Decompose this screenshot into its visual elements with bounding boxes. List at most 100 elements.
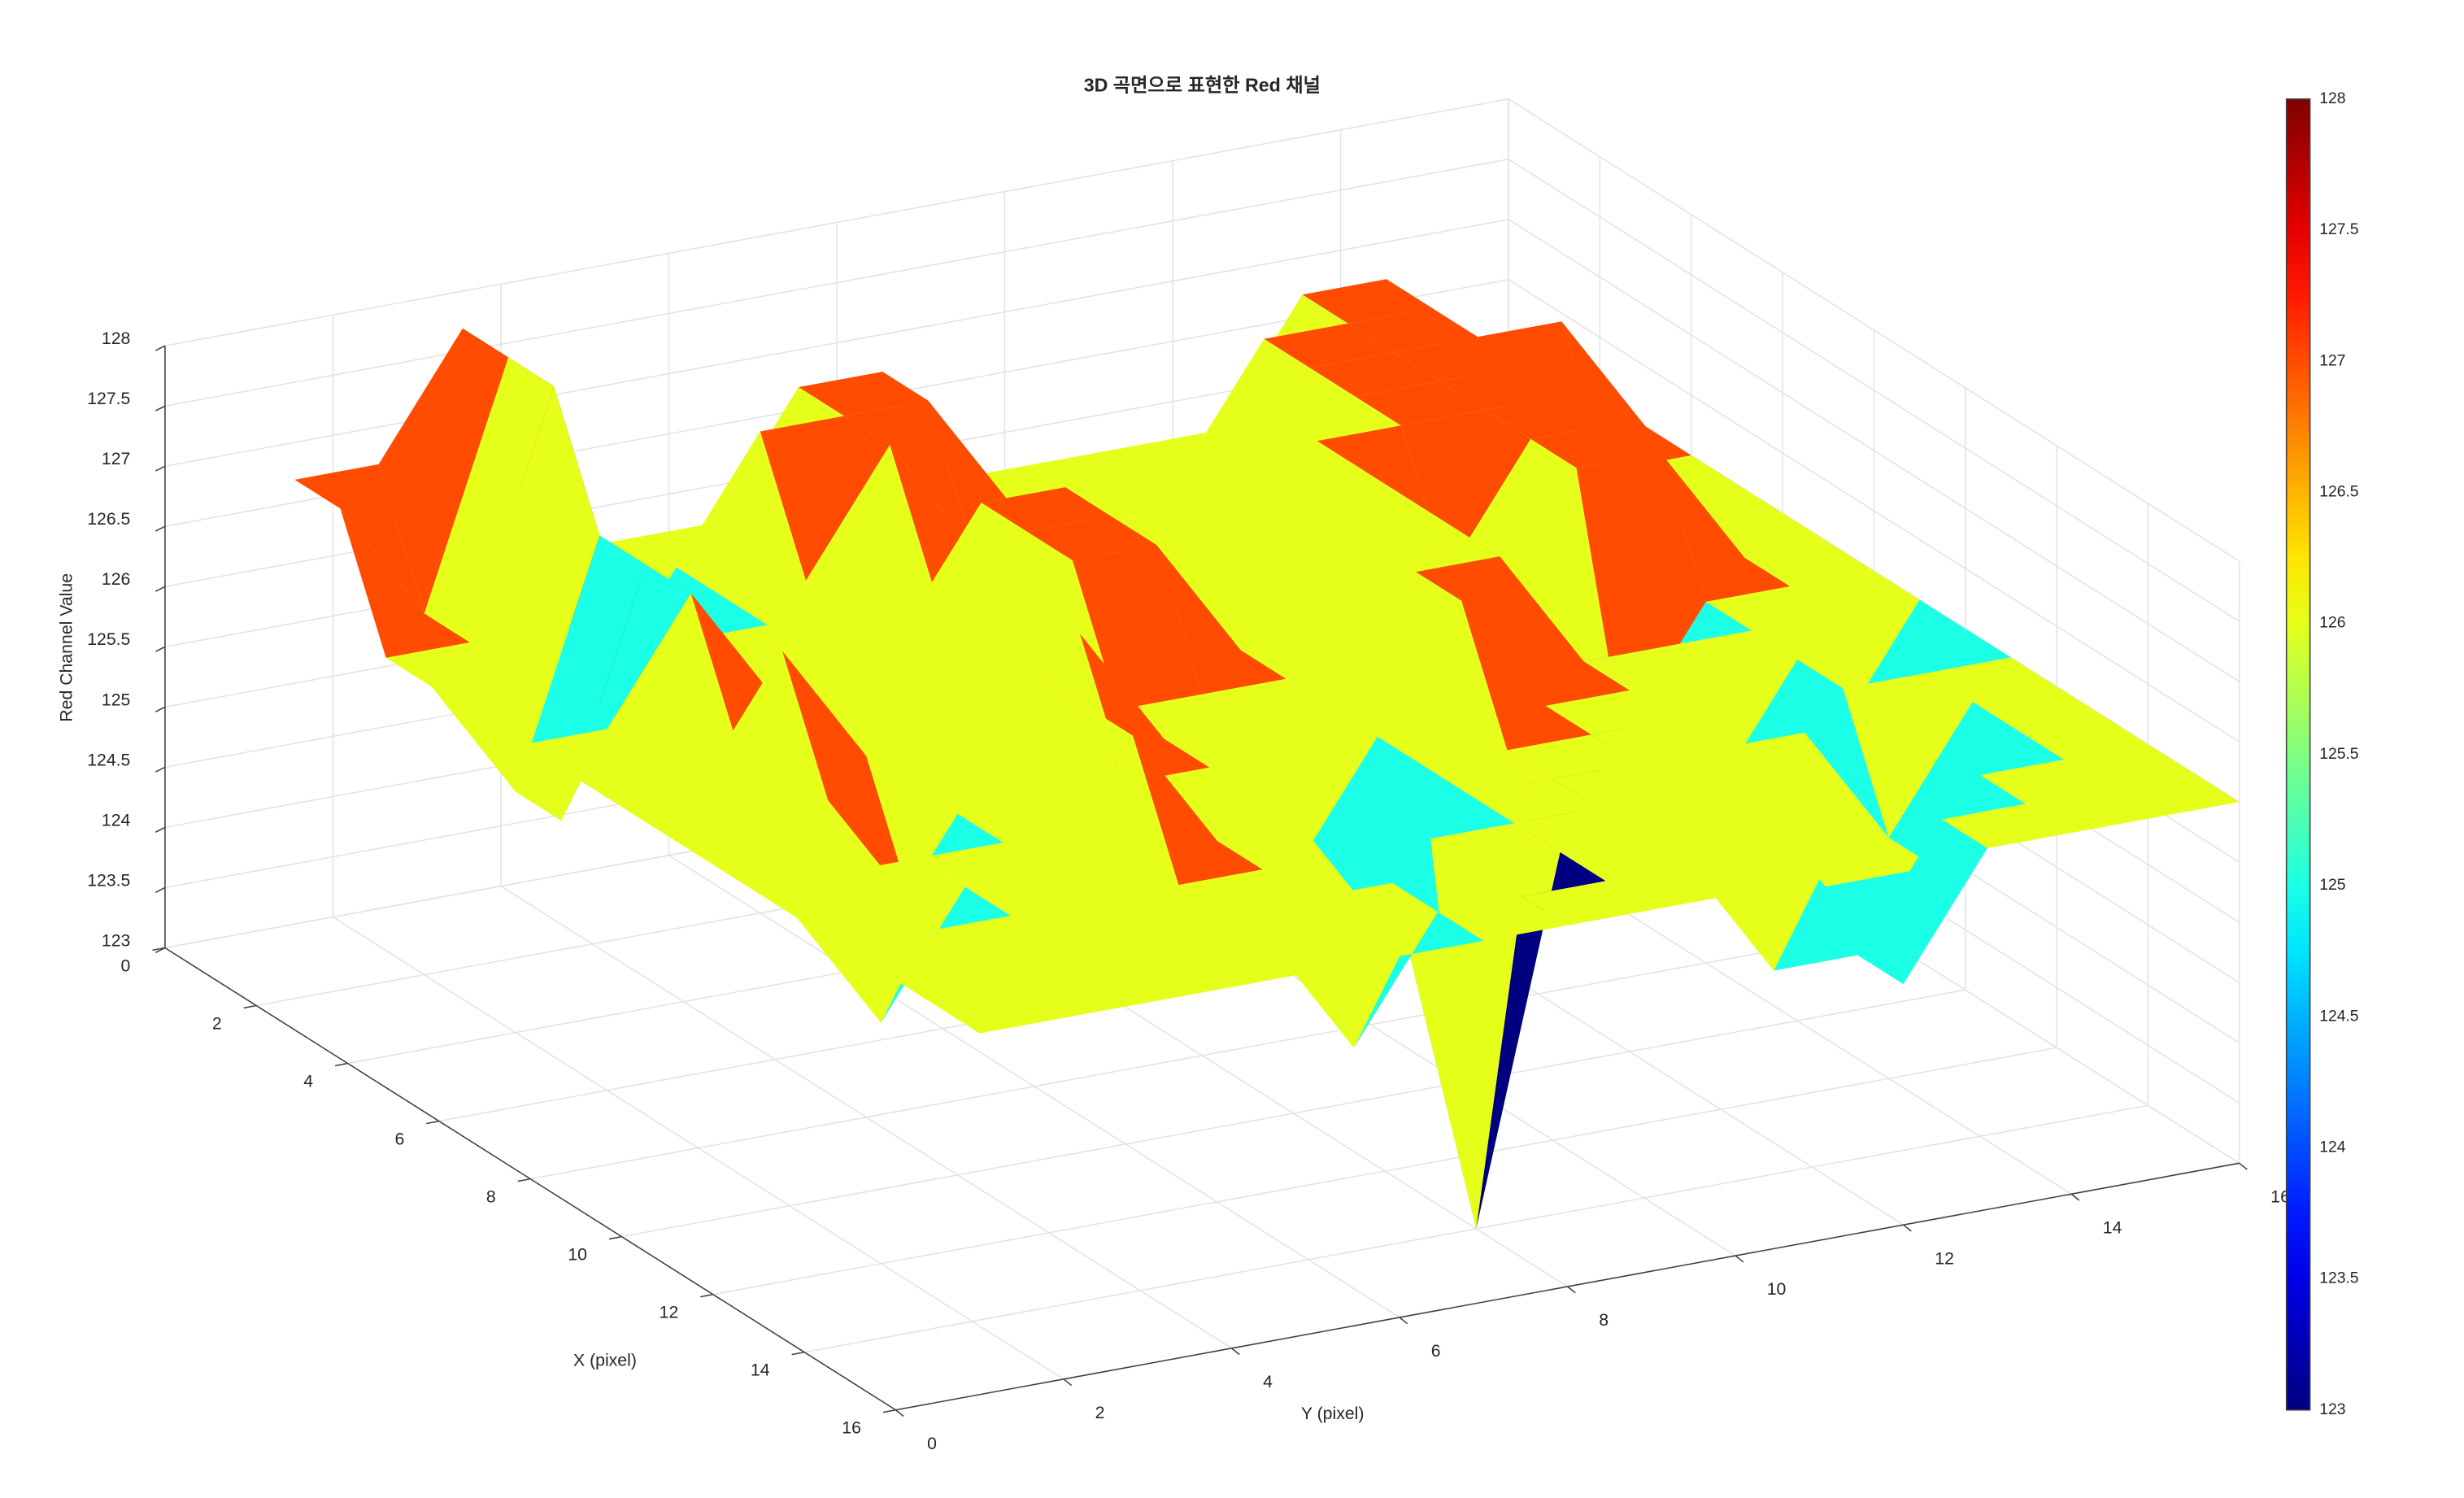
surface-face	[1384, 794, 1515, 930]
surface-face	[1705, 586, 1836, 736]
tick-mark	[155, 706, 166, 712]
surface-face	[1331, 572, 1462, 737]
grid-line	[500, 885, 1232, 1349]
surface-face	[1423, 750, 1553, 795]
z-tick-label: 127.5	[87, 389, 130, 408]
surface-face	[1271, 396, 1401, 533]
surface-face	[1605, 865, 1736, 910]
tick-mark	[155, 465, 166, 472]
surface-face	[805, 445, 936, 610]
colorbar	[2285, 98, 2311, 1411]
z-tick-label: 126.5	[87, 509, 130, 529]
surface-face	[1247, 708, 1378, 873]
z-tick-label: 127	[102, 449, 130, 468]
surface-face	[1140, 913, 1270, 959]
surface-face	[1286, 572, 1416, 708]
labels: 123123.5124124.5125125.5126126.5127127.5…	[87, 90, 2358, 1453]
y-axis-label: Y (pixel)	[1301, 1404, 1365, 1423]
surface-face	[1461, 600, 1591, 751]
surface-face	[1850, 775, 1980, 912]
tick-mark	[155, 646, 166, 652]
surface-face	[2025, 788, 2156, 834]
surface-face	[294, 464, 424, 614]
y-tick-label: 6	[1431, 1341, 1441, 1361]
surface-face	[1133, 735, 1263, 886]
surface-face	[1552, 763, 1683, 808]
surface-face	[798, 372, 929, 416]
tick-mark	[2239, 1162, 2248, 1170]
surface-face	[1240, 634, 1370, 679]
y-tick-label: 12	[1935, 1248, 1954, 1268]
colorbar-tick-label: 124	[2319, 1139, 2345, 1156]
surface-face	[1377, 600, 1508, 766]
tick-mark	[243, 1004, 257, 1009]
x-axis-label: X (pixel)	[573, 1350, 637, 1370]
surface-face	[1560, 836, 1690, 882]
colorbar-tick-label: 126.5	[2319, 483, 2358, 500]
x-tick-label: 8	[486, 1187, 496, 1206]
x-tick-label: 0	[121, 956, 131, 975]
surface-face	[1218, 294, 1348, 431]
surface-face	[638, 596, 768, 733]
surface-face	[2109, 773, 2240, 818]
surface-face	[859, 667, 989, 712]
surface-face	[698, 651, 829, 816]
surface-face	[1478, 321, 1608, 471]
surface-face	[721, 581, 852, 625]
surface-face	[972, 944, 1103, 990]
surface-face	[1591, 719, 1721, 764]
z-tick-label: 125.5	[87, 629, 130, 649]
colorbar-tick-label: 125	[2319, 877, 2345, 894]
z-tick-label: 125	[102, 690, 130, 709]
surface-face	[676, 431, 806, 597]
surface-face	[705, 844, 836, 890]
tick-mark	[1063, 1378, 1073, 1387]
surface-face	[1278, 469, 1408, 635]
surface-face	[1514, 808, 1644, 852]
surface-face	[1720, 732, 1851, 898]
surface-face	[652, 651, 782, 787]
surface-face	[767, 609, 898, 655]
surface-face	[1576, 452, 1706, 738]
surface	[294, 279, 2240, 1230]
z-tick-label: 124	[102, 810, 131, 830]
colorbar-tick-label: 123	[2319, 1401, 2345, 1418]
surface-face	[378, 328, 509, 614]
surface-face	[1744, 542, 1874, 586]
x-tick-label: 14	[751, 1361, 770, 1380]
tick-mark	[608, 1235, 622, 1240]
surface-face	[1583, 646, 1713, 795]
tick-mark	[700, 1293, 713, 1298]
surface-face	[1178, 869, 1308, 914]
surface-face	[2018, 715, 2148, 760]
surface-face	[866, 740, 996, 906]
surface-face	[1050, 446, 1181, 490]
y-tick-label: 8	[1599, 1310, 1609, 1330]
surface-face	[1439, 365, 1569, 411]
colorbar-tick-label: 127	[2319, 352, 2345, 369]
surface-face	[943, 531, 1073, 697]
surface-face	[1622, 601, 1752, 738]
x-tick-label: 16	[842, 1418, 861, 1438]
tick-mark	[2070, 1193, 2080, 1201]
surface-face	[1302, 279, 1432, 324]
colorbar-tick-label: 127.5	[2319, 221, 2358, 238]
surface-face	[1393, 337, 1524, 381]
surface-face	[1355, 381, 1486, 426]
surface-face	[1353, 912, 1484, 1048]
surface-face	[1017, 973, 1148, 1018]
surface-face	[1521, 881, 1652, 925]
x-tick-label: 6	[395, 1129, 405, 1148]
surface-face	[813, 638, 943, 683]
surface-face	[842, 931, 973, 976]
tick-mark	[1231, 1348, 1240, 1356]
surface-face	[385, 642, 516, 792]
surface-face	[1934, 730, 2065, 867]
surface-face	[888, 960, 1018, 1005]
surface-face	[1843, 673, 1973, 838]
surface-face	[561, 564, 691, 821]
surface-face	[1056, 929, 1186, 974]
surface-face	[897, 503, 1027, 668]
surface-face	[1530, 423, 1661, 468]
